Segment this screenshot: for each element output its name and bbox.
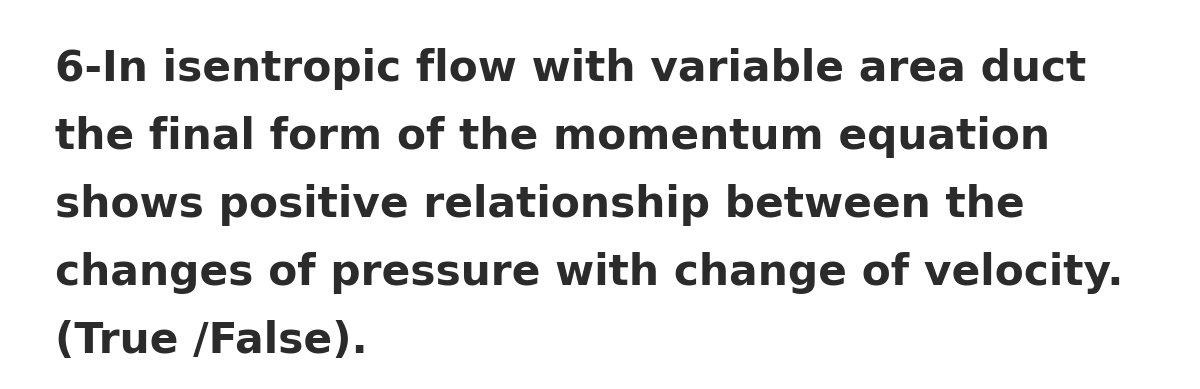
Text: changes of pressure with change of velocity.: changes of pressure with change of veloc… <box>55 252 1123 294</box>
Text: (True /False).: (True /False). <box>55 320 367 362</box>
Text: 6-In isentropic flow with variable area duct: 6-In isentropic flow with variable area … <box>55 48 1086 90</box>
Text: shows positive relationship between the: shows positive relationship between the <box>55 184 1025 226</box>
Text: the final form of the momentum equation: the final form of the momentum equation <box>55 116 1050 158</box>
